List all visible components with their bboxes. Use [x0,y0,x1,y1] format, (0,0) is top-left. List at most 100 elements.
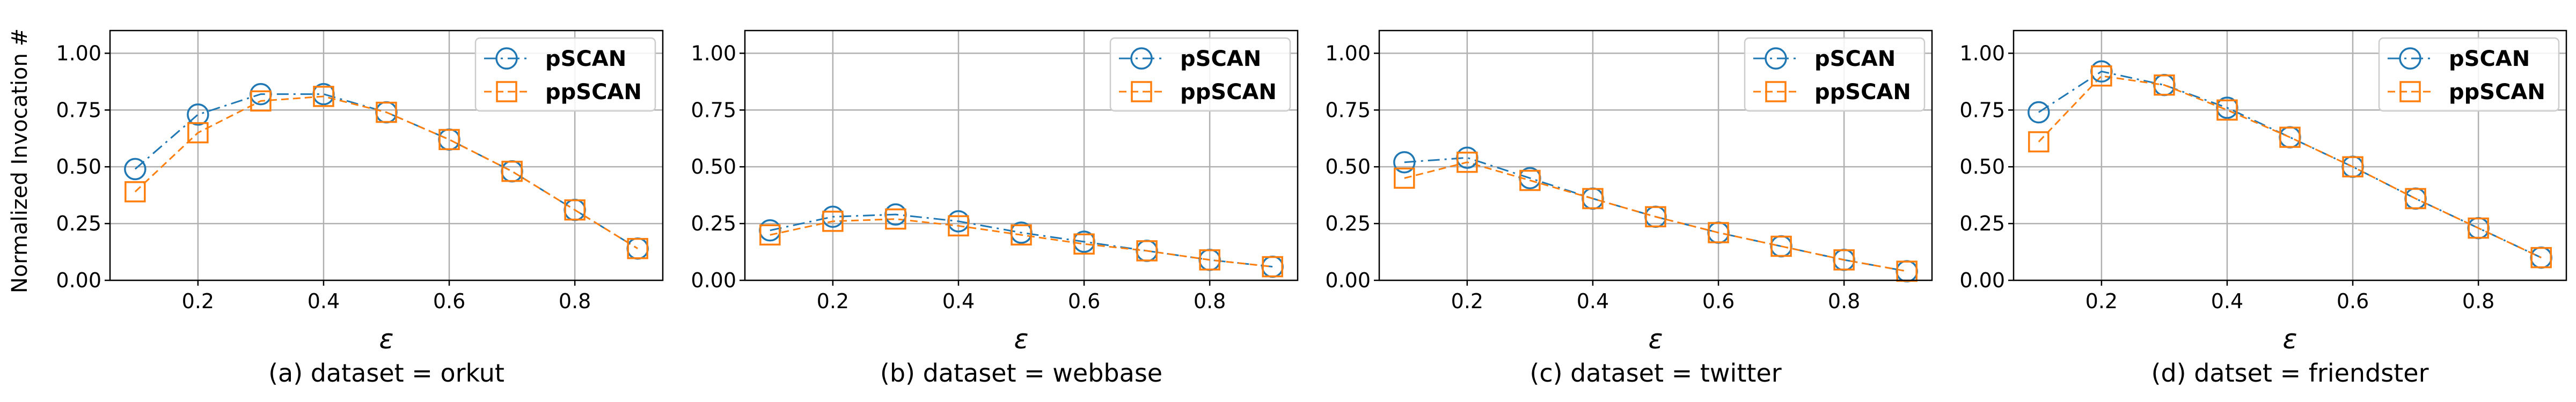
data-point-pSCAN [501,160,523,183]
legend: pSCAN ppSCAN [474,37,656,112]
y-tick-label: 1.00 [691,41,736,65]
y-tick-label: 1.00 [56,41,101,65]
legend-marker-pSCAN [495,47,518,70]
data-point-pSCAN [1393,151,1416,174]
legend-marker-pSCAN [2399,47,2421,70]
y-tick-label: 0.00 [691,269,736,292]
y-tick-label: 0.25 [56,212,101,235]
legend: pSCAN ppSCAN [1109,37,1291,112]
data-point-ppSCAN [2028,131,2050,153]
y-tick-label: 0.50 [691,155,736,178]
x-tick-label: 0.4 [1577,289,1609,313]
y-tick-label: 0.50 [56,155,101,178]
data-point-ppSCAN [2405,188,2426,210]
data-point-pSCAN [1896,260,1918,282]
x-axis-title: ε [2282,324,2297,355]
x-tick-label: 0.4 [2211,289,2243,313]
data-point-ppSCAN [2342,156,2363,177]
x-tick-label: 0.2 [182,289,214,313]
legend: pSCAN ppSCAN [2378,37,2560,112]
x-axis-title: ε [1648,324,1663,355]
panel-caption: (b) dataset = webbase [880,359,1162,388]
y-tick-label: 0.00 [1325,269,1371,292]
data-point-ppSCAN [1833,249,1855,271]
y-tick-label: 0.50 [1959,155,2005,178]
panel-caption: (a) dataset = orkut [268,359,504,388]
chart-panel-4: 0.00 0.25 0.50 0.75 1.00 0.2 0.4 0.6 0.8 ε (d) dat… [1959,29,2567,388]
legend-box [1744,37,1926,112]
data-point-ppSCAN [2530,247,2552,269]
legend-marker-pSCAN [1130,47,1153,70]
chart-panel-3: 0.00 0.25 0.50 0.75 1.00 0.2 0.4 0.6 0.8 ε (c) dat… [1325,29,1933,388]
y-tick-label: 0.25 [1959,212,2005,235]
data-point-ppSCAN [1582,188,1604,210]
data-point-ppSCAN [1519,169,1541,191]
legend-label-ppSCAN: ppSCAN [1180,80,1277,105]
x-tick-label: 0.6 [1702,289,1735,313]
series-line-pSCAN [134,93,638,249]
x-tick-label: 0.4 [942,289,975,313]
data-point-ppSCAN [1199,249,1220,271]
plot-frame [109,29,664,281]
x-axis-title: ε [379,324,393,355]
data-point-ppSCAN [2216,99,2238,121]
series-line-ppSCAN [770,218,1273,268]
x-tick-label: 0.6 [2337,289,2369,313]
plot-frame [744,29,1299,281]
data-point-ppSCAN [1011,224,1032,246]
data-point-ppSCAN [1394,167,1415,189]
legend-label-ppSCAN: ppSCAN [1814,80,1911,105]
legend-box [1109,37,1291,112]
data-point-ppSCAN [250,90,272,112]
data-point-ppSCAN [501,160,523,182]
series-line-pSCAN [770,213,1273,268]
plot-frame [1378,29,1933,281]
x-tick-label: 0.2 [817,289,849,313]
plot-frame [2012,29,2567,281]
x-tick-label: 0.2 [2085,289,2118,313]
y-axis-label: Normalized Invocation # [8,28,32,293]
legend-marker-ppSCAN [2399,81,2421,102]
x-tick-label: 0.8 [1828,289,1860,313]
data-point-ppSCAN [627,237,648,259]
x-tick-label: 0.6 [1068,289,1100,313]
legend-box [474,37,656,112]
series-line-pSCAN [2038,70,2542,258]
y-tick-label: 0.75 [691,98,736,122]
data-point-ppSCAN [1645,206,1666,228]
data-point-ppSCAN [948,215,969,237]
data-point-pSCAN [2028,101,2050,124]
legend-label-pSCAN: pSCAN [1814,47,1896,71]
legend-marker-ppSCAN [1131,81,1152,102]
series-line-ppSCAN [134,95,638,249]
data-point-ppSCAN [1457,151,1478,173]
x-tick-label: 0.6 [433,289,465,313]
data-point-ppSCAN [376,101,397,123]
legend-label-ppSCAN: ppSCAN [545,80,642,105]
data-point-ppSCAN [1136,240,1158,262]
x-axis-title: ε [1014,324,1028,355]
y-tick-label: 0.25 [691,212,736,235]
data-point-ppSCAN [822,211,844,232]
y-tick-label: 1.00 [1959,41,2005,65]
legend-marker-ppSCAN [1765,81,1787,102]
legend-marker-pSCAN [1765,47,1787,70]
data-point-ppSCAN [759,224,781,246]
chart-panel-1: 0.00 0.25 0.50 0.75 1.00 0.2 0.4 0.6 0.8 ε (a) dat… [56,29,664,388]
series-line-ppSCAN [1404,161,1907,272]
panel-caption: (d) datset = friendster [2151,359,2429,388]
y-tick-label: 0.75 [56,98,101,122]
legend-box [2378,37,2560,112]
x-tick-label: 0.8 [2462,289,2494,313]
y-tick-label: 0.00 [1959,269,2005,292]
x-tick-label: 0.8 [1194,289,1226,313]
data-point-ppSCAN [187,122,209,144]
legend-marker-ppSCAN [496,81,517,102]
x-tick-label: 0.4 [308,289,340,313]
x-tick-label: 0.8 [559,289,591,313]
y-tick-label: 0.50 [1325,155,1371,178]
data-point-ppSCAN [564,199,586,221]
y-tick-label: 1.00 [1325,41,1371,65]
data-point-ppSCAN [1262,256,1283,278]
